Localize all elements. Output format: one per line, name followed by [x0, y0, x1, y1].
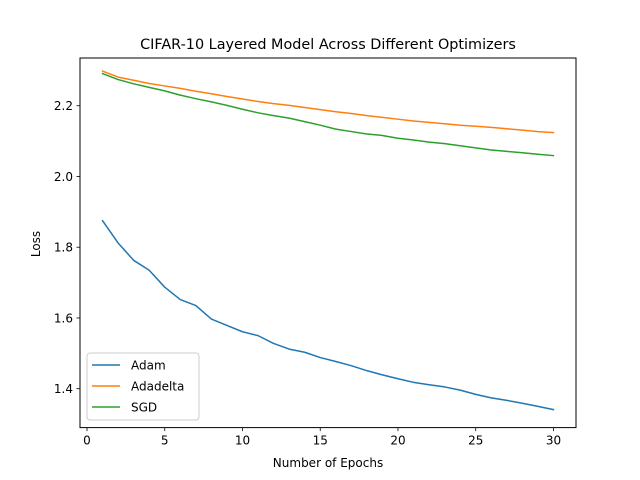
x-tick-label: 20: [390, 434, 405, 448]
series-line-sgd: [101, 72, 555, 157]
y-tick-label: 2.0: [54, 170, 73, 184]
y-tick-label: 1.4: [54, 382, 73, 396]
plot-frame: [79, 57, 577, 429]
x-axis-label: Number of Epochs: [273, 456, 383, 470]
legend-box: [86, 352, 200, 421]
y-tick-label: 1.6: [54, 311, 73, 325]
x-tick-label: 0: [83, 434, 91, 448]
y-axis-label: Loss: [29, 231, 43, 257]
x-tick-label: 15: [313, 434, 328, 448]
series-line-adadelta: [101, 70, 555, 134]
x-axis-ticks: 0 5 10 15 20 25 30: [83, 427, 561, 448]
legend-label-sgd: SGD: [131, 400, 157, 414]
series-layer: [101, 70, 555, 411]
x-tick-label: 10: [235, 434, 250, 448]
legend: Adam Adadelta SGD: [86, 352, 200, 421]
series-line-adam: [101, 219, 555, 411]
x-tick-label: 5: [161, 434, 169, 448]
y-axis-ticks: 1.4 1.6 1.8 2.0 2.2: [54, 99, 80, 396]
y-tick-label: 1.8: [54, 241, 73, 255]
y-tick-label: 2.2: [54, 99, 73, 113]
x-tick-label: 25: [468, 434, 483, 448]
legend-label-adadelta: Adadelta: [131, 379, 184, 393]
chart-title: CIFAR-10 Layered Model Across Different …: [140, 37, 516, 53]
legend-label-adam: Adam: [131, 358, 166, 372]
x-tick-label: 30: [546, 434, 561, 448]
